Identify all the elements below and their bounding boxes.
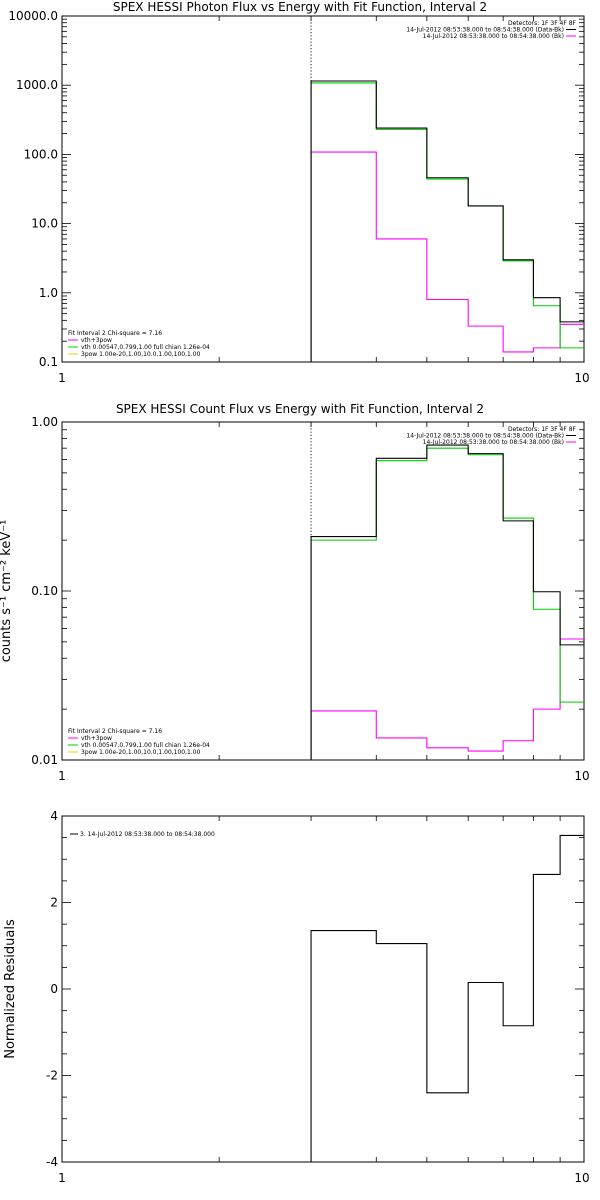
legend-entry: 14-Jul-2012 08:53:38.000 to 08:54:38.000… [423,33,564,40]
series-1-line [310,80,584,362]
y-tick-label: 2 [50,896,58,910]
panel-3: 1 10 -4 -2 0 2 4 Normalized Residuals 3. 14-Jul-… [3,809,590,1185]
y-tick-label: 0 [50,982,58,996]
x-tick-label: 1 [58,1171,66,1185]
x-tick-label: 1 [58,371,66,385]
panel-1-title: SPEX HESSI Photon Flux vs Energy with Fi… [113,0,487,14]
legend-entry: 14-Jul-2012 08:53:38.000 to 08:54:38.000… [406,433,564,440]
legend-entry: 14-Jul-2012 08:53:38.000 to 08:54:38.000… [423,439,564,446]
legend-entry: 14-Jul-2012 08:53:38.000 to 08:54:38.000… [406,27,564,34]
x-tick-label: 1 [58,769,66,783]
legend-entry: Detectors: 1F 3F 4F 8F [508,426,577,433]
plot-frame [61,15,585,363]
series-2-line [310,638,584,760]
y-tick-label: 10.0 [31,217,58,231]
panel-2-title: SPEX HESSI Count Flux vs Energy with Fit… [116,402,484,416]
plot-frame [61,421,585,761]
x-tick-label: 10 [574,769,589,783]
y-axis-label: counts s⁻¹ cm⁻² keV⁻¹ [0,520,14,663]
series-1-line [310,834,584,1162]
x-tick-label: 10 [574,1171,589,1185]
y-tick-label: 0.1 [39,355,58,369]
legend-entry: Detectors: 1F 3F 4F 8F [508,20,577,27]
y-tick-label: 1.0 [39,286,58,300]
panel-2: SPEX HESSI Count Flux vs Energy with Fit… [0,402,590,783]
y-tick-label: -4 [46,1155,58,1169]
series-2-line [310,151,584,362]
y-axis-label: Normalized Residuals [3,919,18,1059]
legend-entry: 3pow 1.00e-20,1.00,10.0,1.00,100,1.00 [81,351,201,358]
y-tick-label: 4 [50,809,58,823]
panel-1: SPEX HESSI Photon Flux vs Energy with Fi… [8,0,589,385]
series-3-line [310,447,584,760]
legend-entry: 3. 14-Jul-2012 08:53:38.000 to 08:54:38.… [80,831,215,838]
legend-entry: vth 0.00547,0.799,1.00 full chian 1.26e-… [81,344,210,351]
y-tick-label: 0.01 [31,753,58,767]
plot-frame [61,815,585,1163]
fit-info-text: Fit Interval 2 Chi-square = 7.16 [68,330,162,337]
series-1-line [310,444,584,760]
y-tick-label: 1000.0 [16,78,58,92]
y-tick-label: 0.10 [31,584,58,598]
y-tick-label: 1.00 [31,415,58,429]
y-tick-label: -2 [46,1069,58,1083]
y-tick-label: 10000.0 [8,9,58,23]
legend-entry: vth+3pow [81,337,112,344]
x-tick-label: 10 [574,371,589,385]
legend-entry: 3pow 1.00e-20,1.00,10.0,1.00,100,1.00 [81,749,201,756]
series-3-line [310,82,584,362]
y-tick-label: 100.0 [24,147,58,161]
legend-entry: vth+3pow [81,735,112,742]
fit-info-text: Fit Interval 2 Chi-square = 7.16 [68,728,162,735]
legend-entry: vth 0.00547,0.799,1.00 full chian 1.26e-… [81,742,210,749]
